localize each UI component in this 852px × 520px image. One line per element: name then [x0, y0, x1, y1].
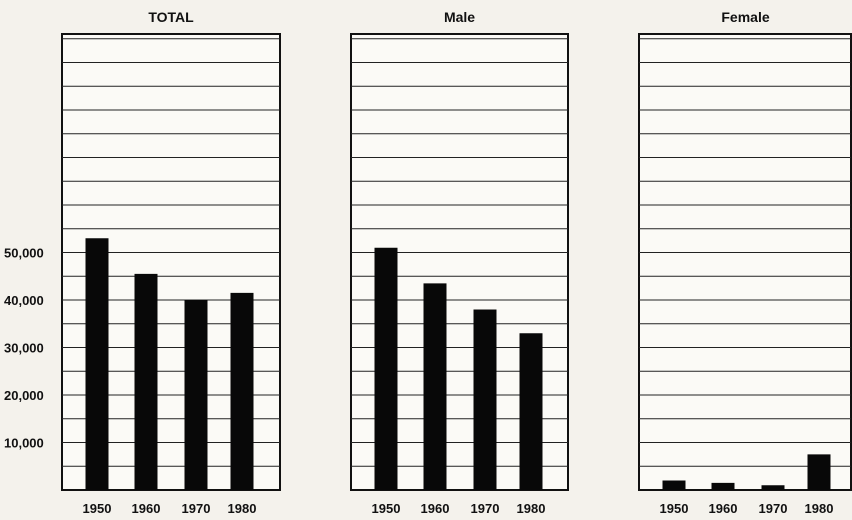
x-tick-label: 1980	[517, 501, 546, 516]
chart-panel-2: Male 1950 1960 1970 1980	[350, 9, 569, 516]
x-tick-label: 1980	[805, 501, 834, 516]
bar-1960	[134, 273, 158, 490]
bar-1950	[85, 238, 109, 490]
chart-title: Female	[721, 9, 769, 25]
y-tick-label: 40,000	[4, 293, 44, 308]
bar-1980	[519, 333, 543, 490]
bar-1980	[807, 454, 831, 490]
x-tick-label: 1950	[660, 501, 689, 516]
y-tick-label: 10,000	[4, 436, 44, 451]
bar-1960	[423, 283, 447, 490]
bar-1970	[473, 309, 497, 490]
bar-1970	[184, 300, 208, 490]
plot-frame	[638, 33, 852, 491]
bar-1950	[662, 480, 686, 490]
x-tick-label: 1970	[759, 501, 788, 516]
x-tick-label: 1960	[709, 501, 738, 516]
bar-1970	[761, 485, 785, 490]
y-tick-label: 50,000	[4, 246, 44, 261]
x-tick-label: 1960	[421, 501, 450, 516]
x-tick-label: 1980	[228, 501, 257, 516]
y-tick-label: 20,000	[4, 388, 44, 403]
chart-title: Male	[444, 9, 475, 25]
bar-1980	[230, 292, 254, 490]
bar-1950	[374, 247, 398, 490]
chart-panel-1: TOTAL 1950 1960 1970 1980 10,000 20,000 30,000 4…	[4, 9, 281, 516]
x-tick-label: 1950	[372, 501, 401, 516]
bar-1960	[711, 482, 735, 490]
x-tick-label: 1960	[132, 501, 161, 516]
y-tick-label: 30,000	[4, 341, 44, 356]
chart-title: TOTAL	[148, 9, 194, 25]
x-tick-label: 1950	[83, 501, 112, 516]
x-tick-label: 1970	[471, 501, 500, 516]
chart-panel-3: Female 1950 1960 1970 1980	[638, 9, 852, 516]
x-tick-label: 1970	[182, 501, 211, 516]
